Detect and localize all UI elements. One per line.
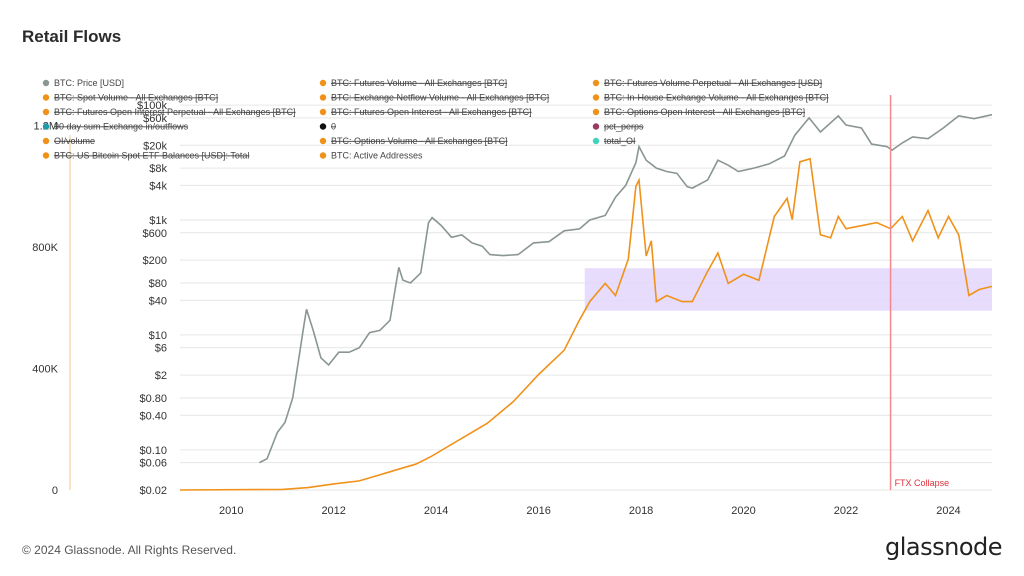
right-axis-tick-label: $0.10 bbox=[139, 445, 167, 457]
x-axis-tick-label: 2010 bbox=[219, 505, 243, 517]
legend-item[interactable]: total_OI bbox=[592, 136, 636, 146]
x-axis-tick-label: 2012 bbox=[321, 505, 345, 517]
legend-swatch bbox=[592, 79, 600, 87]
right-axis-tick-label: $200 bbox=[143, 255, 167, 267]
legend-swatch bbox=[42, 152, 50, 159]
right-axis-tick-label: $4k bbox=[149, 180, 167, 192]
legend-swatch bbox=[42, 123, 50, 130]
x-axis-tick-label: 2018 bbox=[629, 505, 653, 517]
legend-swatch bbox=[319, 152, 327, 159]
legend-swatch bbox=[319, 108, 327, 116]
legend-swatch bbox=[42, 108, 50, 116]
legend-swatch bbox=[592, 108, 600, 116]
legend-label: BTC: Options Open Interest - All Exchang… bbox=[604, 107, 805, 117]
right-axis-tick-label: $80 bbox=[149, 278, 167, 290]
right-axis-tick-label: $600 bbox=[143, 228, 167, 240]
legend-item[interactable]: BTC: Price [USD] bbox=[42, 78, 124, 88]
legend-item[interactable]: pct_perps bbox=[592, 122, 644, 132]
left-axis-ticks: 0400K800K1.2M bbox=[32, 120, 58, 497]
legend-label: 90 day sum Exchange in/outflows bbox=[54, 122, 189, 132]
right-axis-tick-label: $60k bbox=[143, 113, 167, 125]
legend-item[interactable]: BTC: Futures Open Interest - All Exchang… bbox=[319, 107, 532, 117]
x-axis-tick-label: 2022 bbox=[834, 505, 858, 517]
right-axis-tick-label: $8k bbox=[149, 163, 167, 175]
legend-item[interactable]: BTC: Futures Volume Perpetual - All Exch… bbox=[592, 78, 822, 88]
legend-item[interactable]: BTC: Options Volume - All Exchanges [BTC… bbox=[319, 136, 508, 146]
legend-label: BTC: Futures Open Interest Perpetual - A… bbox=[54, 107, 296, 117]
right-axis-ticks: $100k$60k$20k$8k$4k$1k$600$200$80$40$10$… bbox=[137, 100, 167, 497]
right-axis-tick-label: $10 bbox=[149, 330, 167, 342]
legend-label: BTC: Active Addresses bbox=[331, 151, 423, 161]
legend-item[interactable]: BTC: Exchange Netflow Volume - All Excha… bbox=[319, 93, 549, 103]
legend-swatch bbox=[42, 79, 50, 87]
legend-swatch bbox=[319, 94, 327, 101]
legend-label: total_OI bbox=[604, 136, 636, 146]
legend-swatch bbox=[592, 94, 600, 101]
legend-item[interactable]: BTC: Active Addresses bbox=[319, 151, 423, 161]
legend-swatch bbox=[319, 137, 327, 145]
glassnode-logo: glassnode bbox=[884, 533, 1003, 561]
event-label: FTX Collapse bbox=[895, 478, 950, 488]
right-axis-tick-label: $40 bbox=[149, 295, 167, 307]
page-title: Retail Flows bbox=[22, 27, 122, 46]
left-axis-tick-label: 0 bbox=[52, 485, 58, 497]
legend-item[interactable]: BTC: US Bitcoin Spot ETF Balances [USD]:… bbox=[42, 151, 250, 161]
right-axis-tick-label: $0.06 bbox=[139, 458, 167, 470]
series-line-active-addresses bbox=[179, 157, 993, 491]
legend-item[interactable]: BTC: Futures Open Interest Perpetual - A… bbox=[42, 107, 296, 117]
series-line-btc-price bbox=[259, 113, 993, 464]
right-axis-tick-label: $2 bbox=[155, 370, 167, 382]
legend-swatch bbox=[592, 123, 600, 130]
right-axis-tick-label: $0.40 bbox=[139, 410, 167, 422]
legend-label: BTC: Spot Volume - All Exchanges [BTC] bbox=[54, 93, 218, 103]
legend-item[interactable]: OI/volume bbox=[42, 136, 95, 146]
x-axis-tick-label: 2020 bbox=[731, 505, 755, 517]
legend-label: BTC: Futures Open Interest - All Exchang… bbox=[331, 107, 532, 117]
legend-label: BTC: Futures Volume Perpetual - All Exch… bbox=[604, 78, 822, 88]
legend-label: OI/volume bbox=[54, 136, 95, 146]
legend-item[interactable]: BTC: Spot Volume - All Exchanges [BTC] bbox=[42, 93, 218, 103]
legend-swatch bbox=[592, 137, 600, 145]
legend-item[interactable]: BTC: Options Open Interest - All Exchang… bbox=[592, 107, 805, 117]
left-axis-tick-label: 400K bbox=[32, 363, 58, 375]
legend-item[interactable]: 90 day sum Exchange in/outflows bbox=[42, 122, 189, 132]
legend-label: BTC: Futures Volume - All Exchanges [BTC… bbox=[331, 78, 507, 88]
legend-item[interactable]: BTC: In-House Exchange Volume - All Exch… bbox=[592, 93, 829, 103]
highlight-band bbox=[584, 268, 992, 311]
right-axis-tick-label: $0.80 bbox=[139, 393, 167, 405]
legend-swatch bbox=[42, 94, 50, 101]
legend-label: 0 bbox=[331, 122, 336, 132]
x-axis-ticks: 2010 2012 2014 2016 2018 2020 2022 2024 bbox=[219, 505, 961, 517]
left-axis-tick-label: 800K bbox=[32, 242, 58, 254]
legend-label: BTC: Price [USD] bbox=[54, 78, 124, 88]
x-axis-tick-label: 2014 bbox=[424, 505, 448, 517]
legend-label: pct_perps bbox=[604, 122, 644, 132]
copyright-text: © 2024 Glassnode. All Rights Reserved. bbox=[22, 543, 237, 557]
legend-label: BTC: In-House Exchange Volume - All Exch… bbox=[604, 93, 829, 103]
legend-label: BTC: Exchange Netflow Volume - All Excha… bbox=[331, 93, 549, 103]
right-axis-tick-label: $6 bbox=[155, 343, 167, 355]
legend-label: BTC: Options Volume - All Exchanges [BTC… bbox=[331, 136, 508, 146]
legend[interactable]: BTC: Price [USD] BTC: Futures Volume - Al… bbox=[42, 78, 829, 161]
x-axis-tick-label: 2024 bbox=[936, 505, 960, 517]
right-axis-tick-label: $0.02 bbox=[139, 485, 167, 497]
legend-item[interactable]: BTC: Futures Volume - All Exchanges [BTC… bbox=[319, 78, 507, 88]
right-axis-tick-label: $100k bbox=[137, 100, 167, 112]
legend-swatch bbox=[319, 79, 327, 87]
legend-label: BTC: US Bitcoin Spot ETF Balances [USD]:… bbox=[54, 151, 249, 161]
legend-item[interactable]: 0 bbox=[319, 122, 336, 132]
legend-swatch bbox=[42, 137, 50, 145]
legend-swatch bbox=[319, 123, 327, 130]
right-axis-tick-label: $1k bbox=[149, 215, 167, 227]
x-axis-tick-label: 2016 bbox=[526, 505, 550, 517]
right-axis-tick-label: $20k bbox=[143, 140, 167, 152]
